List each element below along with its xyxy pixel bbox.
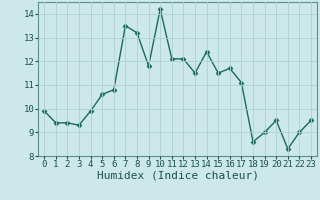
X-axis label: Humidex (Indice chaleur): Humidex (Indice chaleur) bbox=[97, 171, 259, 181]
